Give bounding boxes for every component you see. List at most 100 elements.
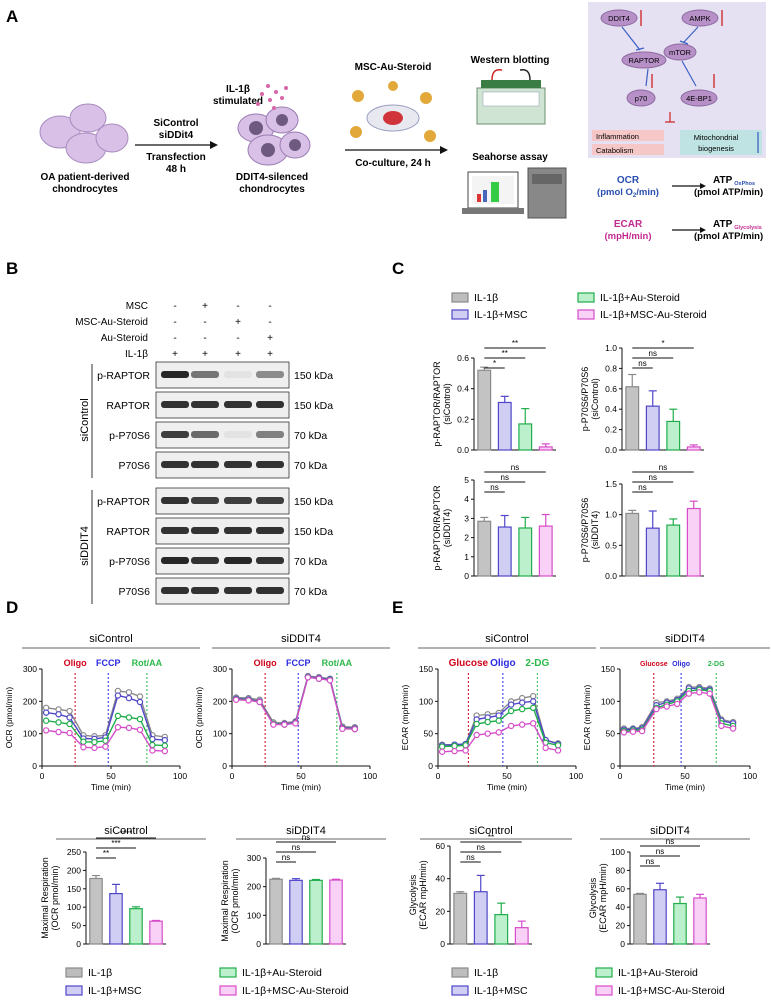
- legend-swatch: [577, 292, 595, 303]
- data-point: [114, 712, 122, 720]
- cells-label-1: OA patient-derived: [40, 172, 129, 183]
- blot-treatment-value: +: [202, 349, 208, 360]
- blot-kda-label: 70 kDa: [294, 430, 327, 442]
- data-point: [495, 717, 502, 724]
- arrow1-line1: SiControl: [154, 118, 199, 129]
- blot-treatment-value: +: [172, 349, 178, 360]
- event-label: Oligo: [64, 658, 87, 668]
- node-mtor: mTOR: [669, 48, 692, 57]
- y-tick-label: 20: [616, 921, 626, 931]
- significance-label: ns: [511, 463, 519, 472]
- x-tick-label: 50: [680, 771, 690, 781]
- line-chart-e2: siDDIT4 0 50 100 150 0 50 100 Time (min) ECAR (mp…: [582, 633, 770, 792]
- significance-label: ns: [282, 853, 290, 862]
- blot-treatment-value: -: [236, 301, 239, 312]
- ocr-unit: (pmol O2/min): [597, 187, 659, 199]
- blot-protein-label: p-RAPTOR: [97, 370, 150, 382]
- node-ddit4: DDIT4: [608, 14, 630, 23]
- node-raptor: RAPTOR: [628, 56, 660, 65]
- data-point: [638, 727, 646, 735]
- blot-group-label: siDDIT4: [79, 526, 91, 566]
- y-axis-label-2: (OCR pmol/min): [230, 868, 240, 933]
- bar: [473, 891, 488, 945]
- blot-treatment-value: -: [203, 317, 206, 328]
- y-tick-label: 100: [611, 847, 625, 857]
- y-tick-label: 100: [23, 729, 37, 739]
- y-axis-label: ECAR (mpH/min): [400, 685, 410, 751]
- significance-label: ns: [490, 483, 498, 492]
- data-point: [245, 697, 252, 704]
- blot-kda-label: 70 kDa: [294, 556, 327, 568]
- y-axis-label: ECAR (mpH/min): [582, 685, 592, 751]
- bar: [309, 879, 323, 945]
- data-point: [42, 717, 50, 724]
- ocr-label: OCR: [617, 175, 640, 186]
- blot-band: [224, 527, 252, 534]
- bar: [538, 525, 553, 577]
- y-tick-label: 100: [247, 910, 261, 920]
- event-label: 2-DG: [708, 661, 725, 668]
- blot-treatment-value: -: [173, 301, 176, 312]
- data-point: [292, 720, 299, 727]
- y-tick-label: 200: [247, 882, 261, 892]
- data-point: [315, 675, 323, 682]
- data-point: [304, 674, 312, 681]
- data-point: [706, 690, 713, 697]
- legend-label: IL-1β+Au-Steroid: [242, 967, 322, 979]
- panel-label-d: D: [6, 598, 18, 617]
- bar: [518, 527, 533, 577]
- data-point: [351, 725, 359, 733]
- legend-label: IL-1β+MSC-Au-Steroid: [242, 985, 349, 997]
- msc-label: MSC-Au-Steroid: [355, 62, 432, 73]
- significance-label: ****: [120, 829, 132, 838]
- y-tick-label: 5: [464, 475, 469, 485]
- y-axis-label-2: (siControl): [590, 378, 600, 420]
- blot-protein-label: RAPTOR: [106, 400, 150, 412]
- catabolism-label: Catabolism: [596, 146, 634, 155]
- y-tick-label: 0.6: [457, 353, 469, 363]
- data-point: [507, 722, 515, 730]
- significance-label: ns: [649, 349, 657, 358]
- event-label: Rot/AA: [132, 658, 163, 668]
- y-axis-label: Maximal Respiration: [220, 860, 230, 942]
- msc-cell-illustration: [350, 81, 436, 142]
- bar: [518, 423, 533, 451]
- bar: [693, 897, 707, 945]
- y-tick-label: 0.2: [457, 414, 469, 424]
- blot-kda-label: 150 kDa: [294, 526, 333, 538]
- legend-swatch: [595, 967, 613, 978]
- data-point: [66, 707, 73, 715]
- data-point: [161, 742, 169, 749]
- blot-treatment-label: MSC: [126, 301, 148, 312]
- blot-band: [256, 557, 284, 564]
- legend-label: IL-1β+MSC: [474, 309, 528, 321]
- legend-swatch: [219, 985, 237, 996]
- significance-label: **: [103, 849, 109, 858]
- bar: [625, 386, 640, 451]
- y-tick-label: 0.0: [605, 445, 617, 455]
- bar-chart-c1: 0.00.20.40.6p-RAPTOR/RAPTOR (siControl)**…: [432, 339, 556, 455]
- data-point: [102, 743, 109, 750]
- data-point: [473, 720, 480, 728]
- silenced-label-2: chondrocytes: [239, 184, 305, 195]
- bar-chart-g2: siDDIT4 0 20 40 60 80 100 Glycolysis (ECAR mpH/m…: [588, 825, 750, 949]
- legend-panel-e-bottom: IL-1β IL-1β+MSC IL-1β+Au-Steroid IL-1β+MSC-…: [451, 967, 725, 997]
- node-ampk: AMPK: [689, 14, 710, 23]
- data-point: [438, 748, 446, 755]
- cells-label-2: chondrocytes: [52, 184, 118, 195]
- blot-band: [191, 497, 219, 504]
- mito-label-1: Mitochondrial: [694, 133, 739, 142]
- blot-protein-label: p-P70S6: [109, 430, 150, 442]
- blot-protein-label: p-RAPTOR: [97, 496, 150, 508]
- y-tick-label: 0: [76, 939, 81, 949]
- bar: [686, 446, 701, 451]
- y-tick-label: 300: [213, 664, 227, 674]
- x-tick-label: 50: [296, 771, 306, 781]
- y-axis-label-2: (siDDIT4): [442, 509, 452, 548]
- bar: [645, 405, 660, 451]
- bar: [625, 512, 640, 577]
- atp-oxphos-unit: (pmol ATP/min): [694, 187, 763, 198]
- blot-kda-label: 150 kDa: [294, 370, 333, 382]
- node-p70: p70: [635, 94, 648, 103]
